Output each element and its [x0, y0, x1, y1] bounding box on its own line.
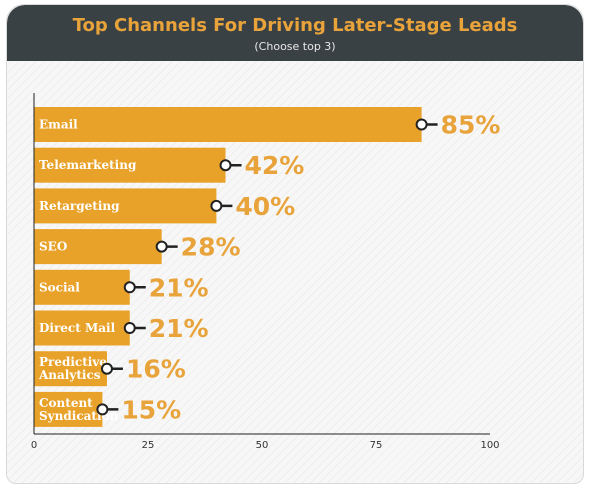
- bar-category-label: Direct Mail: [39, 321, 116, 335]
- chart-header: Top Channels For Driving Later-Stage Lea…: [7, 5, 583, 61]
- bar: [34, 188, 217, 224]
- bar-category-label: Telemarketing: [39, 158, 137, 172]
- value-label: 15%: [121, 395, 181, 424]
- x-tick-label: 0: [31, 440, 37, 451]
- bar-category-label: SEO: [39, 240, 67, 254]
- value-label: 85%: [441, 111, 501, 140]
- x-tick-label: 100: [480, 440, 499, 451]
- x-tick-label: 50: [256, 440, 269, 451]
- chart-subtitle: (Choose top 3): [254, 40, 336, 53]
- bar: [34, 391, 103, 427]
- value-label: 16%: [126, 355, 186, 384]
- value-label: 28%: [181, 233, 241, 262]
- x-tick-label: 25: [142, 440, 155, 451]
- bar: [34, 229, 162, 265]
- bar-end-marker: [155, 240, 168, 253]
- x-tick-label: 75: [370, 440, 383, 451]
- bar-category-label: Predictive Analytics: [38, 355, 107, 382]
- bar-end-marker: [415, 118, 428, 131]
- bar-end-marker: [123, 281, 136, 294]
- bar-end-marker: [100, 362, 113, 375]
- bar-end-marker: [210, 199, 223, 212]
- bar: [34, 351, 107, 387]
- chart-card: Top Channels For Driving Later-Stage Lea…: [6, 4, 584, 484]
- bar: [34, 147, 226, 183]
- bar-category-label: Email: [39, 118, 78, 132]
- value-label: 21%: [149, 273, 209, 302]
- value-label: 21%: [149, 314, 209, 343]
- chart-title: Top Channels For Driving Later-Stage Lea…: [72, 15, 518, 36]
- value-label: 40%: [235, 192, 295, 221]
- bar: [34, 269, 130, 305]
- bar: [34, 107, 422, 142]
- bar-category-label: Retargeting: [39, 199, 120, 213]
- value-label: 42%: [245, 151, 305, 180]
- bar-end-marker: [123, 322, 136, 334]
- bar-end-marker: [96, 403, 109, 416]
- bar-end-marker: [219, 159, 232, 172]
- bar-category-label: Social: [39, 280, 80, 294]
- bar: [34, 310, 130, 346]
